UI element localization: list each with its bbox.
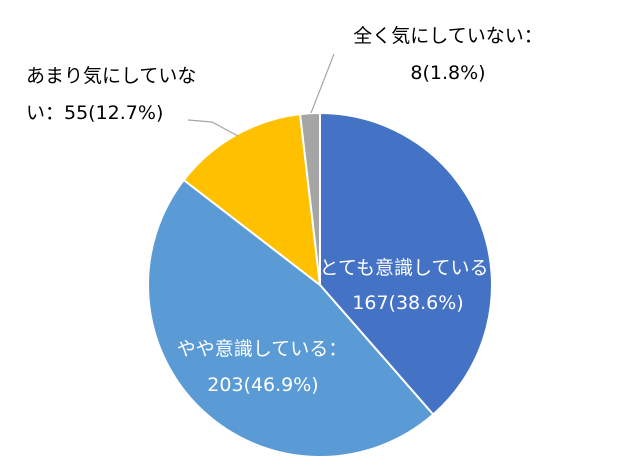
data-label-slice-1-line1: やや意識している： [177,338,347,360]
pie-slice-1 [147,179,435,458]
leader-line-slice-3 [310,53,335,114]
data-label-slice-0-line1: とても意識している [320,257,489,279]
pie-slice-3 [299,112,321,286]
data-label-slice-2-line1: あまり気にしていな [26,65,196,87]
data-label-slice-3-line2: 8(1.8%) [410,62,485,84]
leader-lines [187,53,335,137]
data-label-slice-3-line1: 全く気にしていない： [353,25,542,47]
data-label-slice-0-line2: 167(38.6%) [352,292,463,314]
pie-slices [147,112,493,458]
data-labels: とても意識している 167(38.6%) やや意識している： 203(46.9%… [26,25,543,396]
data-label-slice-1-line2: 203(46.9%) [207,374,318,396]
leader-line-slice-2 [187,119,239,137]
pie-slice-0 [319,112,493,416]
pie-slice-2 [182,113,321,286]
data-label-slice-2-line2: い：55(12.7%) [26,102,163,124]
